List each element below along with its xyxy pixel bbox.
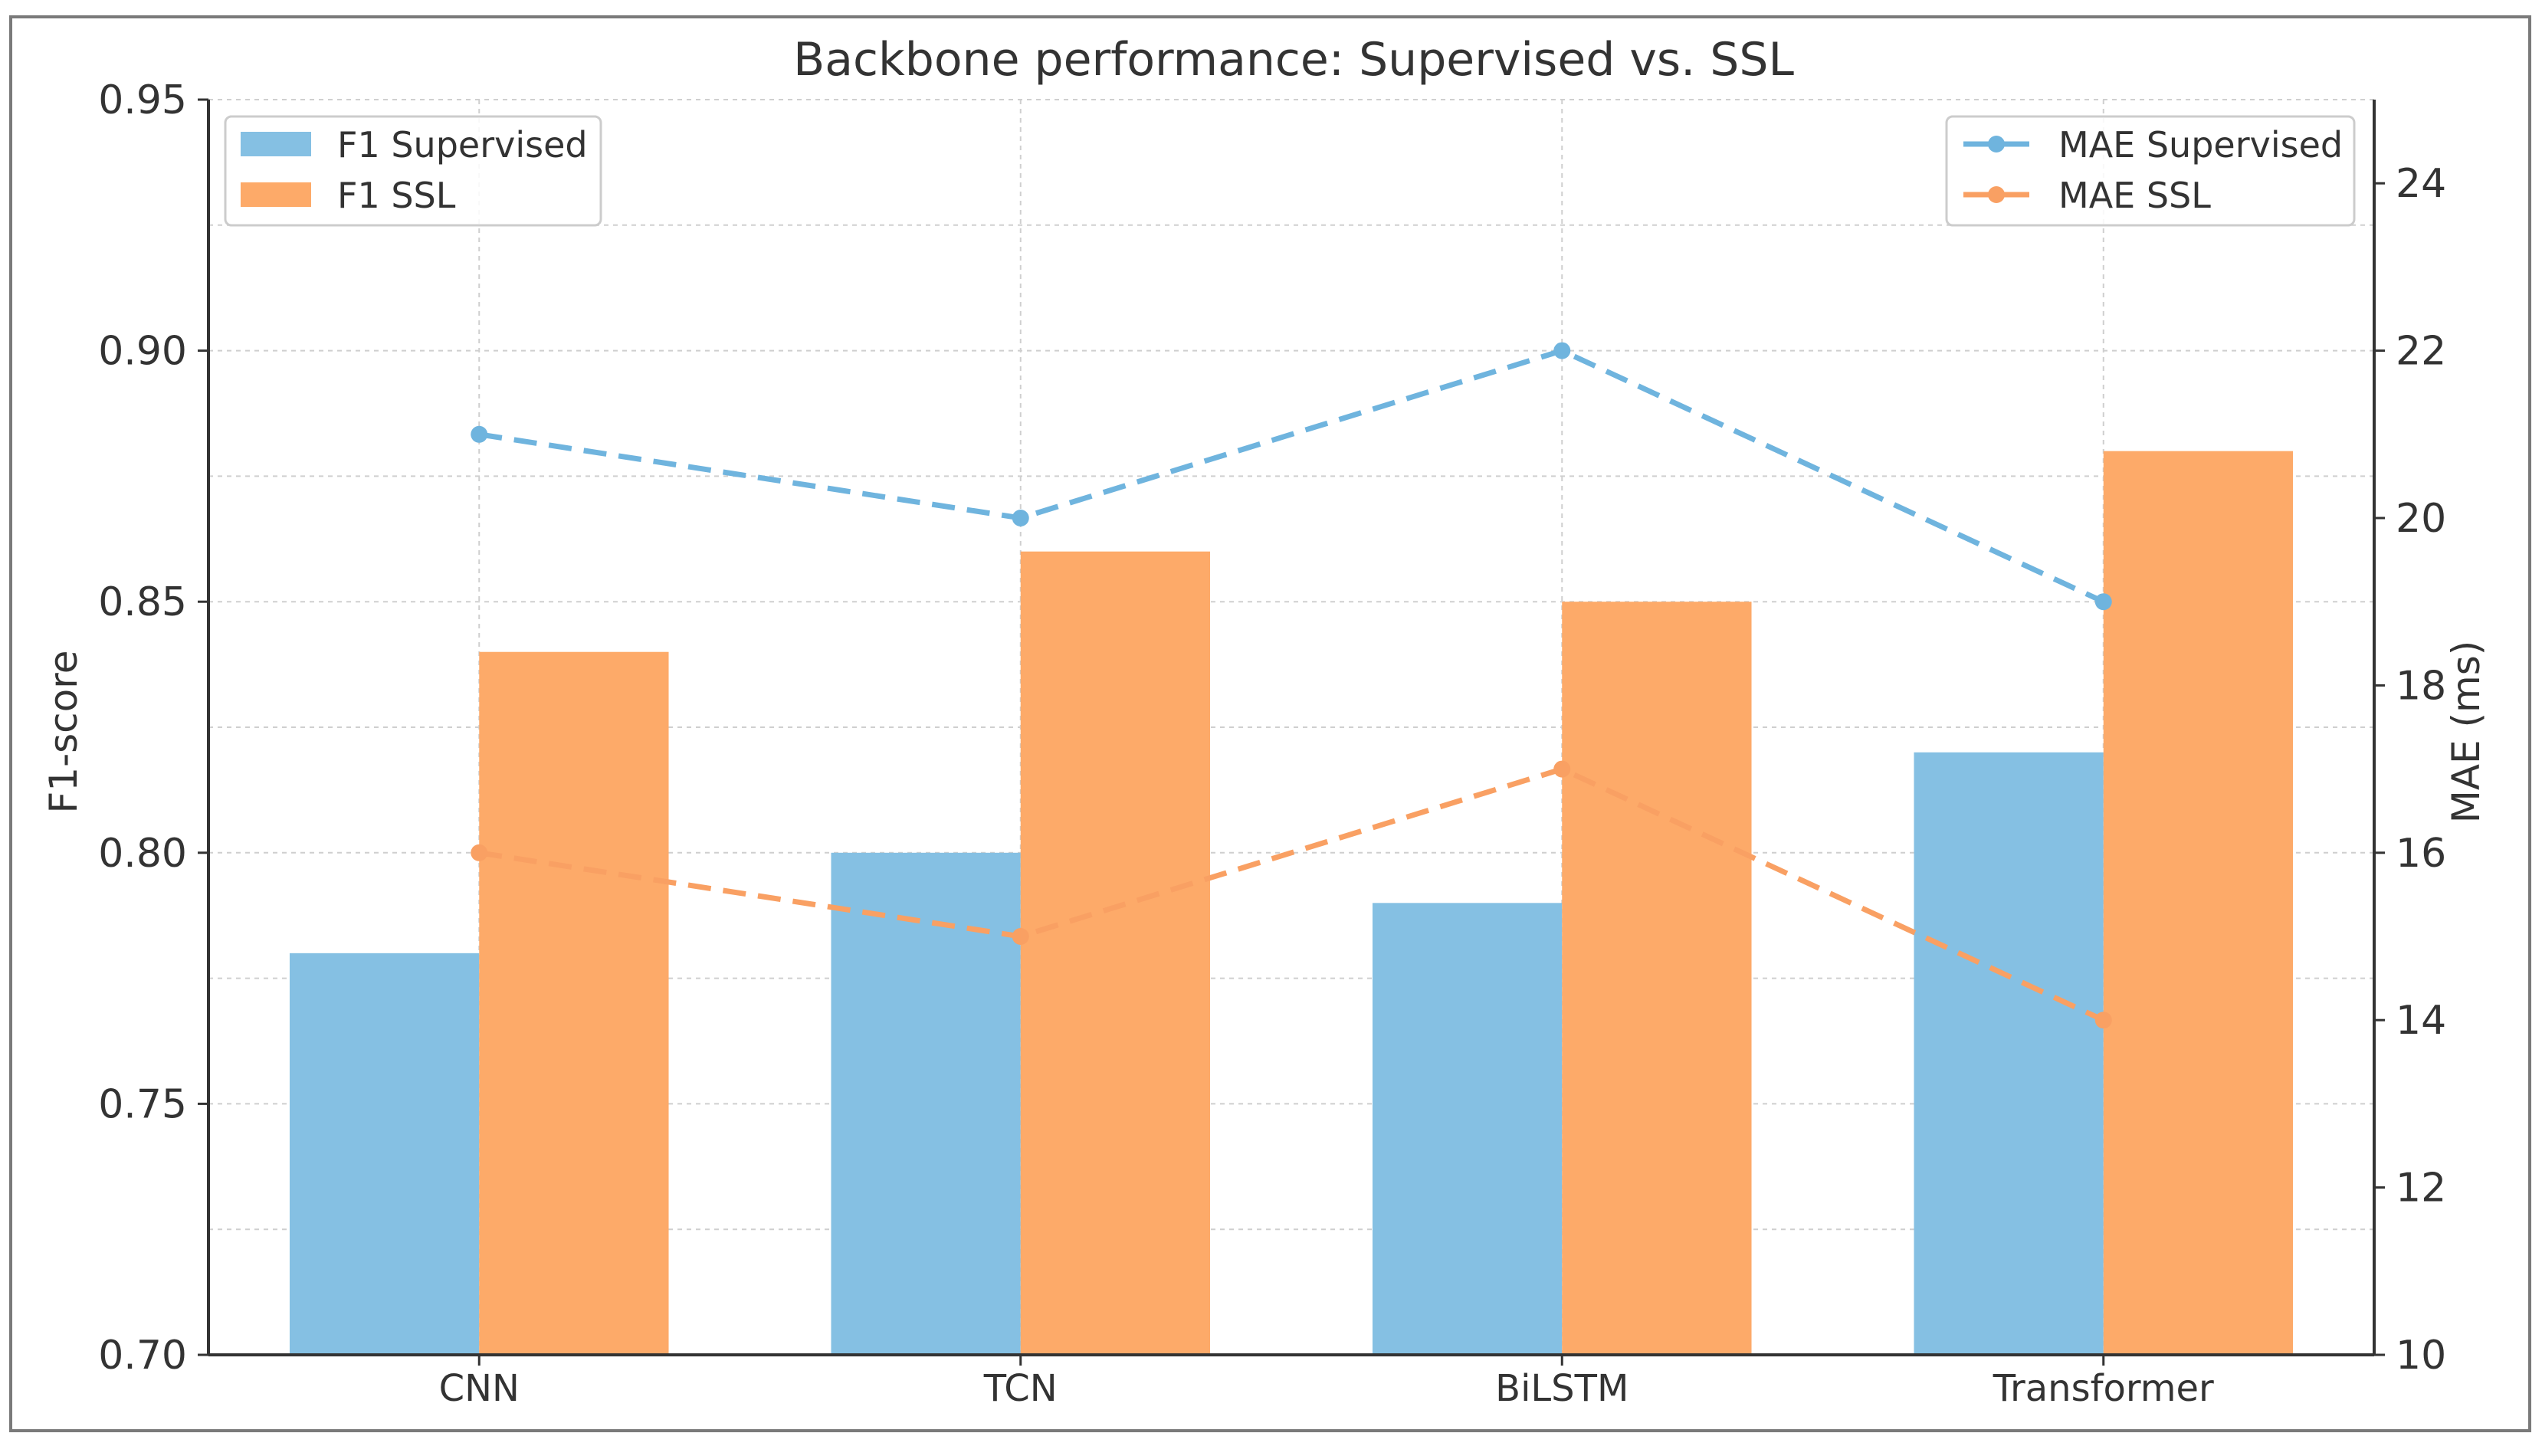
point-mae-supervised-cnn <box>471 425 488 443</box>
y-tick-label: 0.85 <box>98 579 187 625</box>
x-tick-label: CNN <box>439 1367 520 1410</box>
bars-layer <box>289 451 2294 1356</box>
point-mae-supervised-tcn <box>1012 510 1029 526</box>
y2-axis-label: MAE (ms) <box>2444 641 2488 824</box>
legend-lines: MAE Supervised MAE SSL <box>1945 115 2356 227</box>
axes-layer: 0.70 0.75 0.80 0.85 0.90 0.95 10 12 14 16 18 20 22 24… <box>98 77 2446 1410</box>
y2-tick-label: 24 <box>2396 161 2446 207</box>
legend-marker <box>1988 186 2005 203</box>
y-axis-label: F1-score <box>41 651 86 814</box>
point-mae-supervised-transformer <box>2094 593 2112 611</box>
x-tick-label: Transformer <box>1993 1367 2214 1410</box>
legend-bars-box <box>224 115 602 227</box>
bar-f1-ssl-transformer <box>2103 451 2294 1355</box>
y2-tick-label: 14 <box>2396 998 2446 1044</box>
point-mae-ssl-transformer <box>2094 1012 2112 1029</box>
lines-layer <box>471 342 2112 1029</box>
y-tick-label: 0.95 <box>98 77 187 123</box>
y2-tick-label: 18 <box>2396 663 2446 709</box>
point-mae-ssl-tcn <box>1012 928 1029 945</box>
bar-f1-ssl-cnn <box>479 651 669 1355</box>
legend-label: F1 Supervised <box>337 124 588 166</box>
chart-title: Backbone performance: Supervised vs. SSL <box>793 33 1794 87</box>
x-tick-label: TCN <box>983 1367 1058 1410</box>
y-tick-label: 0.75 <box>98 1081 187 1127</box>
point-mae-ssl-bilstm <box>1553 760 1571 778</box>
bar-f1-ssl-bilstm <box>1562 602 1752 1355</box>
y2-tick-label: 10 <box>2396 1333 2446 1379</box>
y2-tick-label: 20 <box>2396 496 2446 542</box>
legend-swatch <box>241 132 311 156</box>
bar-f1-supervised-cnn <box>289 953 480 1355</box>
y-tick-label: 0.90 <box>98 329 187 375</box>
line-mae-ssl <box>478 766 2105 1023</box>
y2-tick-label: 16 <box>2396 831 2446 877</box>
y-tick-label: 0.80 <box>98 831 187 877</box>
line-mae-supervised <box>478 347 2105 605</box>
legend-label: F1 SSL <box>337 175 456 216</box>
legend-label: MAE SSL <box>2058 175 2211 216</box>
legend-lines-box <box>1945 115 2356 227</box>
bar-f1-supervised-transformer <box>1914 752 2104 1355</box>
point-mae-supervised-bilstm <box>1553 342 1571 359</box>
point-mae-ssl-cnn <box>471 844 488 861</box>
legend-marker <box>1988 136 2005 152</box>
bar-f1-supervised-bilstm <box>1372 903 1563 1355</box>
bar-f1-supervised-tcn <box>831 852 1021 1355</box>
y2-tick-label: 12 <box>2396 1166 2446 1212</box>
y-tick-label: 0.70 <box>98 1333 187 1379</box>
legend-swatch <box>241 182 311 207</box>
legend-label: MAE Supervised <box>2058 124 2343 166</box>
x-tick-label: BiLSTM <box>1495 1367 1629 1410</box>
y2-tick-label: 22 <box>2396 329 2446 375</box>
legend-bars: F1 Supervised F1 SSL <box>224 115 602 227</box>
bar-f1-ssl-tcn <box>1020 551 1211 1356</box>
